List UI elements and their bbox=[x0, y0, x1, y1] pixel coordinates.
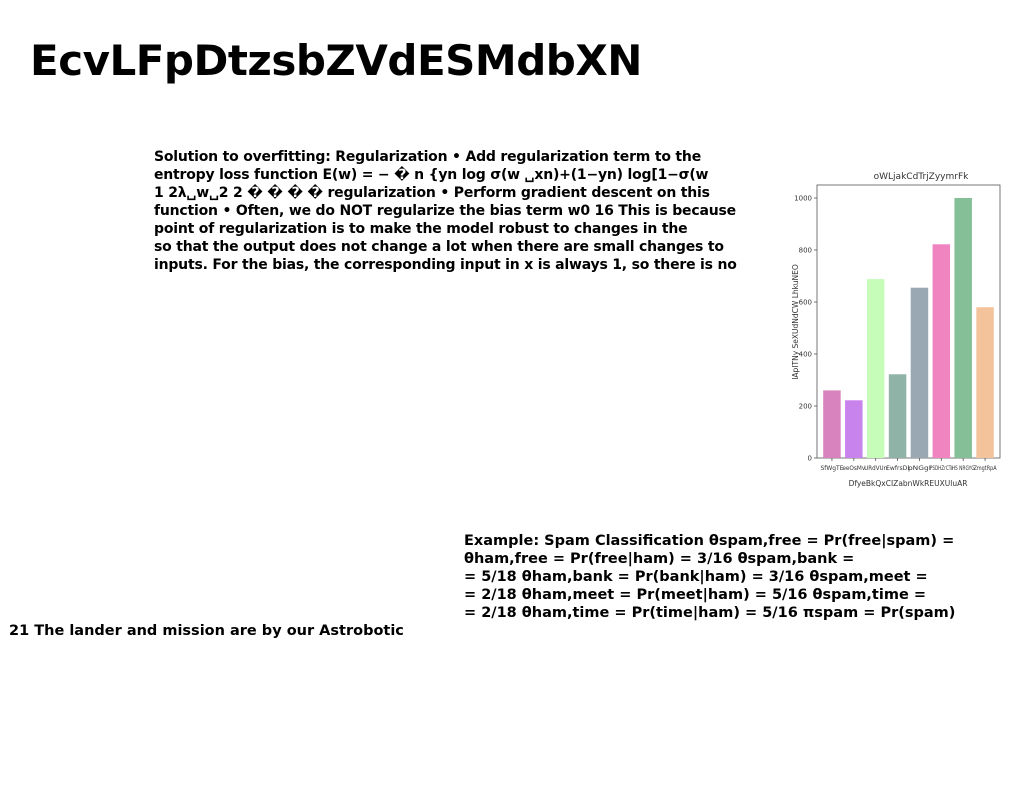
x-tick-label: SfWgTE bbox=[820, 465, 843, 472]
x-tick-label: ZmgtRpA bbox=[974, 465, 998, 472]
text-line: inputs. For the bias, the corresponding … bbox=[154, 257, 737, 273]
text-line: = 5/18 θham,bank = Pr(bank|ham) = 3/16 θ… bbox=[464, 569, 928, 585]
bar bbox=[976, 307, 994, 458]
text-line: 1 2λ␣w␣2 2 � � � � regularization • Perf… bbox=[154, 185, 710, 201]
page-title: EcvLFpDtzsbZVdESMdbXN bbox=[30, 36, 642, 85]
y-tick-label: 1000 bbox=[794, 195, 812, 203]
regularization-text-block: Solution to overfitting: Regularization … bbox=[154, 148, 774, 274]
x-tick-label: URdVUn bbox=[864, 465, 887, 472]
chart-title: oWLjakCdTrjZyymrFk bbox=[874, 172, 969, 182]
y-tick-label: 800 bbox=[799, 247, 812, 255]
y-tick-label: 0 bbox=[808, 455, 812, 463]
text-line: entropy loss function E(w) = − � n {yn l… bbox=[154, 167, 709, 183]
chart-x-axis-label: DfyeBkQxCIZabnWkREUXUluAR bbox=[849, 479, 968, 488]
bar bbox=[845, 400, 863, 458]
bar bbox=[932, 244, 951, 458]
y-tick-label: 600 bbox=[799, 299, 812, 307]
text-line: so that the output does not change a lot… bbox=[154, 239, 724, 255]
bar bbox=[954, 198, 972, 458]
y-tick-label: 200 bbox=[799, 403, 812, 411]
chart-frame bbox=[816, 184, 1001, 459]
bar-chart-svg: oWLjakCdTrjZyymrFk IApITNy SeXUdNdCW Lhk… bbox=[791, 172, 1001, 488]
footnote: 21 The lander and mission are by our Ast… bbox=[9, 623, 404, 639]
text-line: Example: Spam Classification θspam,free … bbox=[464, 533, 955, 549]
text-line: Solution to overfitting: Regularization … bbox=[154, 149, 701, 165]
bar-chart: oWLjakCdTrjZyymrFk IApITNy SeXUdNdCW Lhk… bbox=[788, 164, 1008, 494]
x-tick-label: PSDHZrCTs bbox=[930, 465, 953, 472]
y-tick-label: 400 bbox=[799, 351, 812, 359]
text-line: point of regularization is to make the m… bbox=[154, 221, 688, 237]
x-tick-label: eeOsMv bbox=[842, 465, 865, 472]
bar bbox=[888, 374, 907, 458]
bar bbox=[866, 279, 885, 458]
bar bbox=[823, 390, 841, 458]
x-tick-label: HS NRGYG bbox=[952, 465, 975, 472]
x-tick-label: pNGgI bbox=[908, 465, 931, 472]
text-line: = 2/18 θham,meet = Pr(meet|ham) = 5/16 θ… bbox=[464, 587, 926, 603]
text-line: function • Often, we do NOT regularize t… bbox=[154, 203, 736, 219]
text-line: = 2/18 θham,time = Pr(time|ham) = 5/16 π… bbox=[464, 605, 956, 621]
x-tick-label: EwfrsDl bbox=[886, 465, 909, 472]
chart-y-axis-label: IApITNy SeXUdNdCW LhkuNEO bbox=[791, 264, 800, 380]
chart-plot-area: 0 200 400 600 800 1000 SfWgTEeeOsMvURdVUnEwfrs… bbox=[794, 184, 1001, 472]
text-line: θham,free = Pr(free|ham) = 3/16 θspam,ba… bbox=[464, 551, 855, 567]
bar bbox=[910, 287, 929, 458]
spam-example-text-block: Example: Spam Classification θspam,free … bbox=[464, 532, 1024, 622]
